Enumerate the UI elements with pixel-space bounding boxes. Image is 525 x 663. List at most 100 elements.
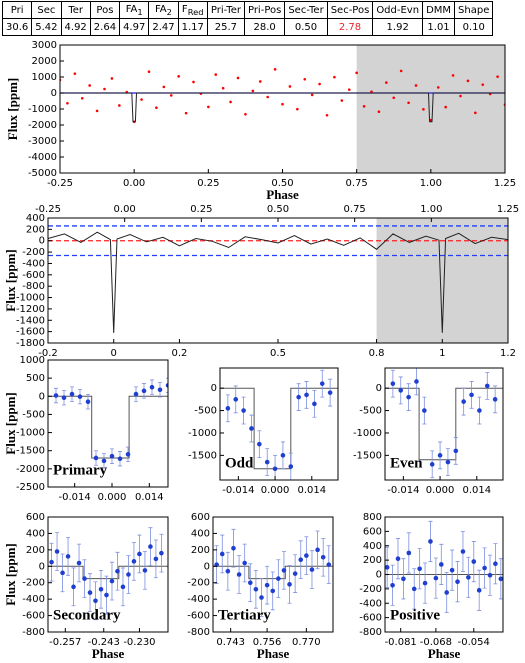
data-point xyxy=(165,383,168,388)
data-point xyxy=(247,580,253,586)
data-point xyxy=(253,586,259,592)
plot-area xyxy=(385,520,503,613)
data-point xyxy=(109,453,115,459)
value-cell: 2.78 xyxy=(326,18,374,36)
data-line xyxy=(48,395,168,459)
data-point xyxy=(276,576,281,581)
y-tick-label: 0 xyxy=(211,383,217,394)
data-point xyxy=(484,383,490,389)
x-tick-label: -0.2 xyxy=(38,348,58,359)
data-point xyxy=(125,452,131,457)
data-point xyxy=(155,106,158,110)
panel: -800 -600 -400 -200 0 200 400 600 -0.257 -0.243 -0… xyxy=(3,512,169,661)
axes-frame xyxy=(384,516,504,633)
x-tick-label: 1.2 xyxy=(500,348,516,359)
y-tick-label: 2000 xyxy=(32,56,57,67)
data-point xyxy=(266,95,269,99)
y-tick-label: 200 xyxy=(363,555,382,566)
data-point xyxy=(438,562,444,567)
y-tick-label: -1500 xyxy=(353,450,382,461)
data-point xyxy=(49,559,54,565)
data-point xyxy=(310,93,314,97)
y-tick-label: 0 xyxy=(39,561,45,572)
panel-label: Secondary xyxy=(53,607,121,623)
axes-frame xyxy=(212,516,334,633)
header-sub: 1 xyxy=(137,6,143,17)
data-point xyxy=(414,84,418,87)
axes-frame xyxy=(47,359,169,488)
data-point xyxy=(487,572,493,578)
data-point xyxy=(287,582,292,587)
y-tick-label: -1500 xyxy=(188,450,217,461)
data-point xyxy=(492,397,498,402)
data-point xyxy=(98,586,104,592)
x-tick-label: -0.230 xyxy=(123,637,155,648)
data-point xyxy=(498,576,503,582)
data-point xyxy=(87,590,93,595)
plot-area xyxy=(60,45,505,173)
data-point xyxy=(225,568,231,574)
data-point xyxy=(298,557,304,563)
data-point xyxy=(318,82,321,86)
data-point xyxy=(142,568,148,573)
axes-frame xyxy=(47,217,509,344)
x-tick-label: 1.00 xyxy=(420,178,442,189)
data-point xyxy=(60,570,65,576)
data-point xyxy=(126,572,131,577)
data-point xyxy=(101,458,107,464)
panel-label: Primary xyxy=(53,462,108,478)
data-point xyxy=(315,547,320,553)
data-point xyxy=(455,579,460,584)
data-point xyxy=(93,598,98,604)
y-tick-label: 600 xyxy=(363,526,382,537)
data-point xyxy=(141,388,147,394)
data-point xyxy=(157,387,163,393)
panel-label: Odd xyxy=(225,455,254,471)
data-point xyxy=(436,86,440,89)
data-point xyxy=(147,70,151,74)
data-point xyxy=(273,68,277,71)
data-point xyxy=(184,111,188,115)
y-axis-label: Flux [ppm] xyxy=(3,392,18,454)
data-point xyxy=(80,96,84,100)
y-tick-label: -3000 xyxy=(28,136,57,147)
data-point xyxy=(460,549,466,554)
data-point xyxy=(258,80,262,83)
data-point xyxy=(398,388,404,393)
data-point xyxy=(292,571,298,576)
data-point xyxy=(249,426,254,431)
x-tick-label: 0.756 xyxy=(253,637,282,648)
value-cell: 0.50 xyxy=(284,18,328,36)
y-tick-label: -1000 xyxy=(16,293,45,304)
x-tick-label: 0.014 xyxy=(297,485,326,496)
data-point xyxy=(270,588,276,594)
plot-area xyxy=(48,377,168,469)
x-tick-label: 0.25 xyxy=(197,178,219,189)
data-point xyxy=(407,101,410,105)
data-point xyxy=(476,588,482,593)
y-tick-label: -200 xyxy=(187,578,210,589)
data-line xyxy=(60,92,505,123)
data-point xyxy=(333,75,336,79)
data-point xyxy=(428,539,433,544)
data-point xyxy=(451,74,455,77)
data-point xyxy=(82,576,87,581)
y-tick-label: 0 xyxy=(204,561,210,572)
y-tick-label: -200 xyxy=(22,578,45,589)
data-point xyxy=(392,96,396,100)
data-point xyxy=(251,89,255,93)
data-line xyxy=(48,231,508,333)
data-point xyxy=(225,406,231,411)
x-axis-label: Phase xyxy=(428,646,461,661)
y-tick-label: -800 xyxy=(22,281,45,292)
y-tick-label: -500 xyxy=(194,406,217,417)
data-point xyxy=(149,384,155,390)
data-point xyxy=(233,397,239,402)
data-point xyxy=(73,72,77,75)
data-point xyxy=(406,550,412,556)
y-tick-label: 500 xyxy=(26,373,45,384)
data-point xyxy=(103,87,106,91)
header-text: FA xyxy=(154,3,167,15)
x-tick-label: 0.000 xyxy=(98,492,127,503)
stats-table: Pri Sec Ter Pos FA1 FA2 FRed Pri-Ter Pri-Pos Sec-… xyxy=(1,1,494,36)
